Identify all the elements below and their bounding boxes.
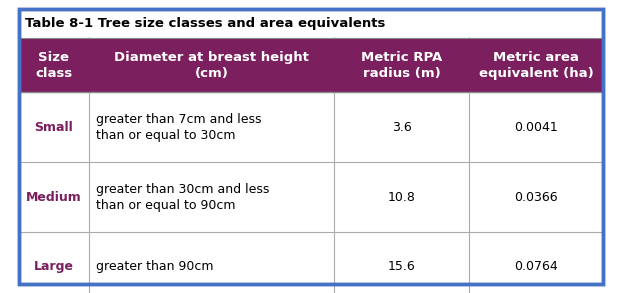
Text: Small: Small — [34, 121, 73, 134]
Text: 0.0041: 0.0041 — [514, 121, 558, 134]
Text: Table 8-1 Tree size classes and area equivalents: Table 8-1 Tree size classes and area equ… — [25, 17, 385, 30]
Text: Large: Large — [34, 260, 74, 273]
Text: Metric RPA
radius (m): Metric RPA radius (m) — [361, 51, 442, 80]
Text: greater than 30cm and less
than or equal to 90cm: greater than 30cm and less than or equal… — [96, 183, 270, 212]
Text: greater than 90cm: greater than 90cm — [96, 260, 214, 273]
Text: 3.6: 3.6 — [392, 121, 412, 134]
Text: 0.0366: 0.0366 — [514, 190, 558, 204]
Text: 0.0764: 0.0764 — [514, 260, 558, 273]
Text: Medium: Medium — [26, 190, 81, 204]
Text: greater than 7cm and less
than or equal to 30cm: greater than 7cm and less than or equal … — [96, 113, 262, 142]
Text: Size
class: Size class — [35, 51, 72, 80]
Text: 10.8: 10.8 — [388, 190, 415, 204]
Text: 15.6: 15.6 — [388, 260, 415, 273]
Text: Metric area
equivalent (ha): Metric area equivalent (ha) — [479, 51, 593, 80]
Text: Diameter at breast height
(cm): Diameter at breast height (cm) — [114, 51, 309, 80]
